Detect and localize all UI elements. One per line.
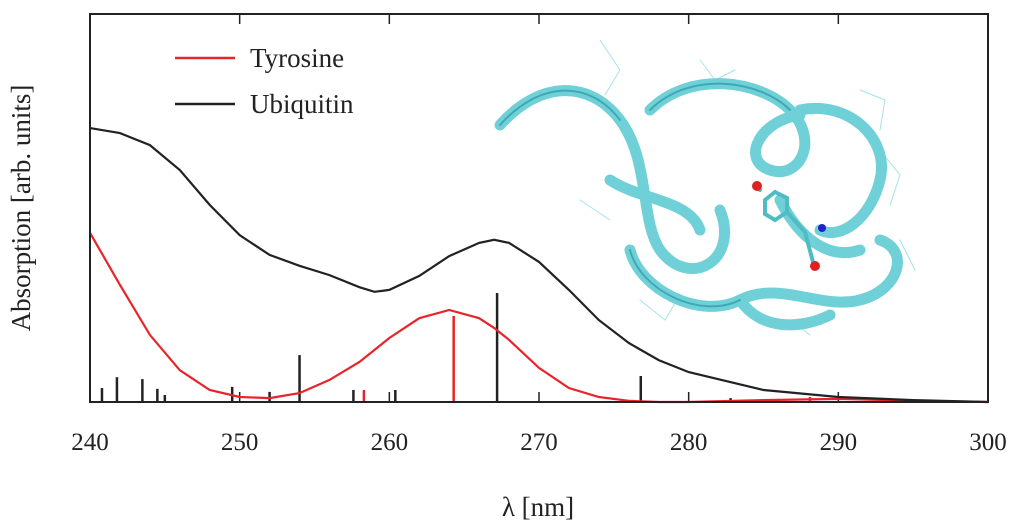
x-axis-label: λ [nm] bbox=[502, 492, 574, 522]
x-tick-label: 290 bbox=[820, 429, 858, 456]
x-tick-label: 270 bbox=[520, 429, 558, 456]
line bbox=[89, 232, 989, 404]
plot-area: 240 250 260 270 280 290 300 Tyrosine Ubiquitin bbox=[71, 14, 1007, 456]
legend-label: Ubiquitin bbox=[250, 89, 354, 119]
y-axis-label: Absorption [arb. units] bbox=[6, 85, 36, 332]
plot-frame bbox=[89, 13, 989, 403]
legend-label: Tyrosine bbox=[250, 43, 344, 73]
x-tick-label: 280 bbox=[670, 429, 708, 456]
x-tick-label: 240 bbox=[71, 429, 109, 456]
x-tick-label: 260 bbox=[371, 429, 409, 456]
line bbox=[89, 127, 989, 404]
x-tick-label: 250 bbox=[221, 429, 259, 456]
protein-inset bbox=[494, 39, 916, 336]
x-tick-label: 300 bbox=[969, 429, 1007, 456]
